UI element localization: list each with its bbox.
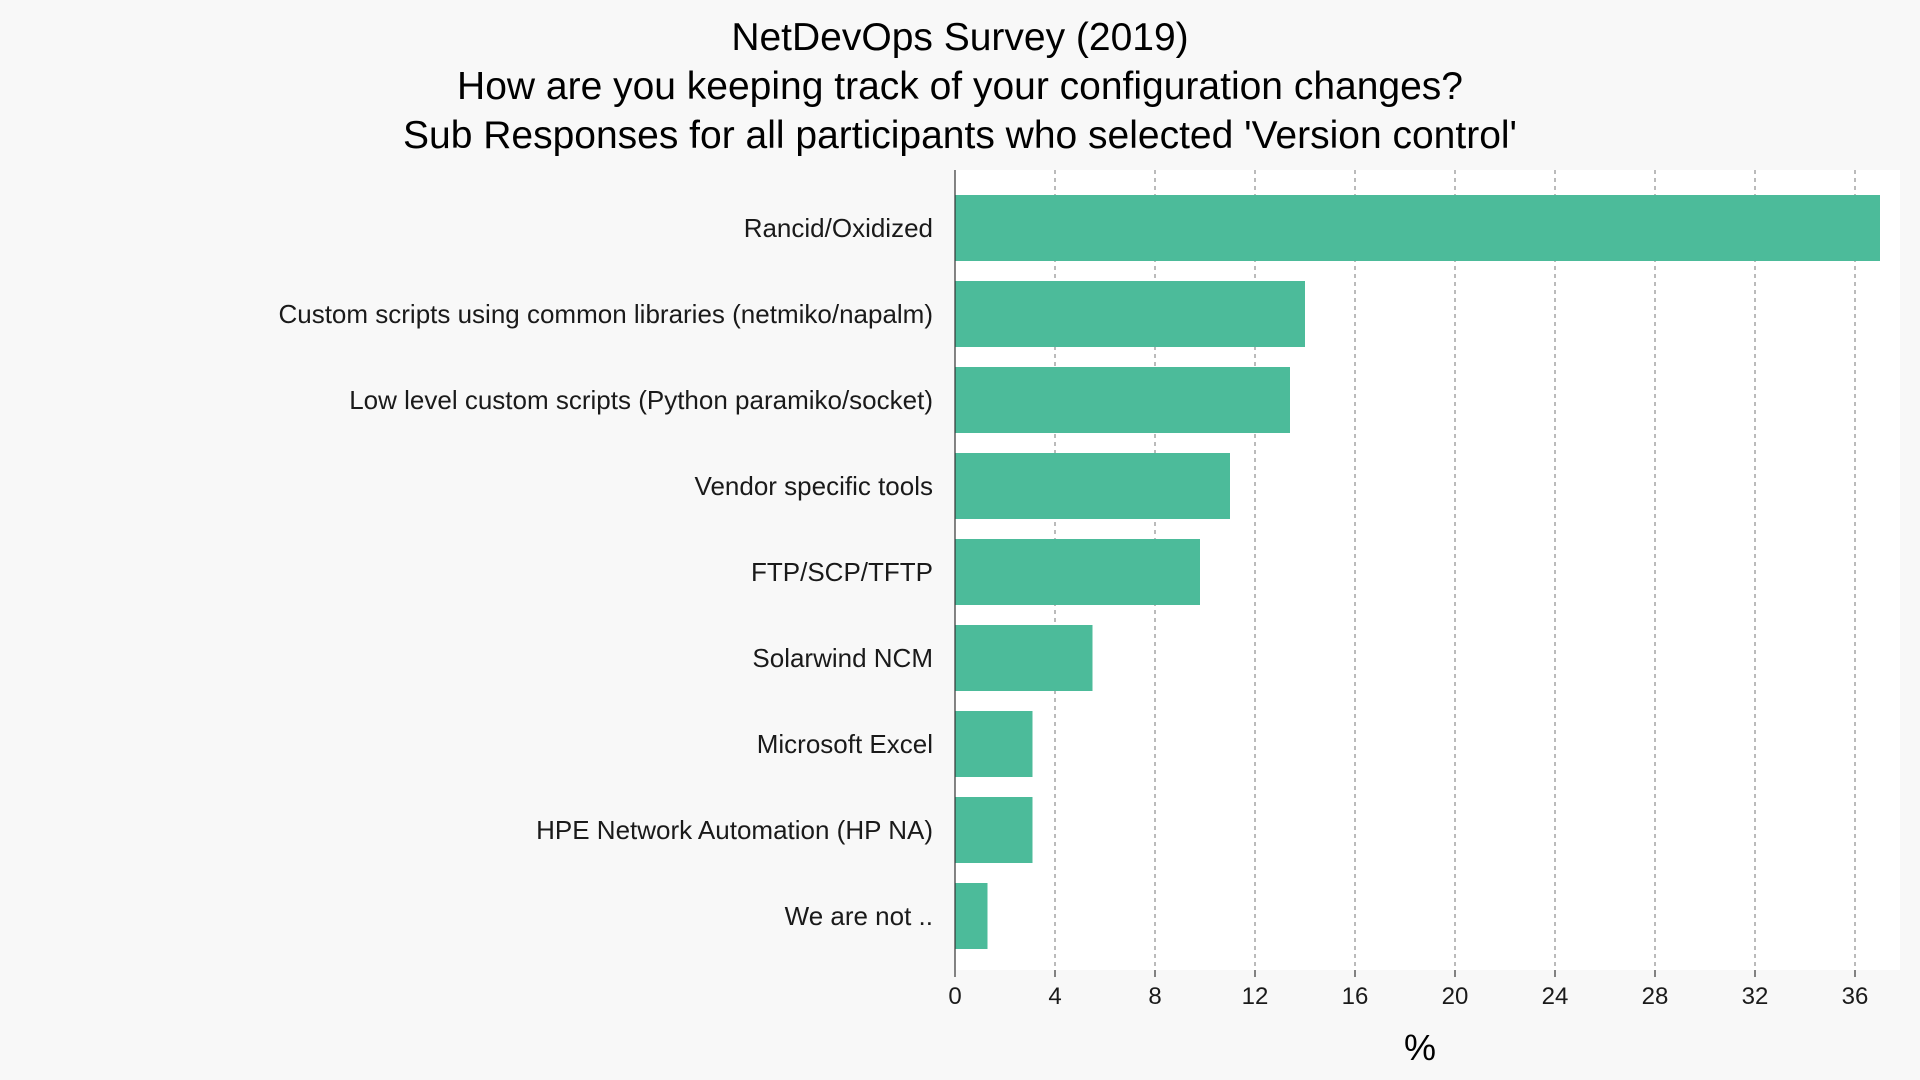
x-tick-label: 28 [1642,983,1669,1010]
x-tick-label: 36 [1842,983,1869,1010]
x-tick-label: 8 [1148,983,1161,1010]
bar [955,625,1093,691]
title-line-2: How are you keeping track of your config… [457,65,1463,108]
bar [955,539,1200,605]
title-line-1: NetDevOps Survey (2019) [731,16,1188,59]
bar [955,883,988,949]
category-labels: Rancid/Oxidized Custom scripts using comm… [278,213,933,931]
category-label: Custom scripts using common libraries (n… [278,299,933,329]
x-tick-label: 16 [1342,983,1369,1010]
x-tick-label: 20 [1442,983,1469,1010]
x-axis-ticks: 0 4 8 12 16 20 24 28 32 36 [948,970,1868,1010]
category-label: Microsoft Excel [757,729,933,759]
x-tick-label: 24 [1542,983,1569,1010]
category-label: We are not .. [785,901,933,931]
bar [955,453,1230,519]
x-tick-label: 12 [1242,983,1269,1010]
x-tick-label: 4 [1048,983,1061,1010]
x-tick-label: 0 [948,983,961,1010]
category-label: Rancid/Oxidized [744,213,933,243]
category-label: FTP/SCP/TFTP [751,557,933,587]
x-tick-label: 32 [1742,983,1769,1010]
bars [955,195,1880,949]
category-label: Solarwind NCM [752,643,933,673]
category-label: Low level custom scripts (Python paramik… [349,385,933,415]
category-label: Vendor specific tools [695,471,933,501]
x-axis-label: % [1404,1027,1436,1068]
bar [955,367,1290,433]
bar [955,195,1880,261]
bar [955,797,1033,863]
title-line-3: Sub Responses for all participants who s… [403,114,1517,157]
bar [955,711,1033,777]
category-label: HPE Network Automation (HP NA) [536,815,933,845]
chart-title: NetDevOps Survey (2019) How are you keep… [403,16,1517,157]
bar [955,281,1305,347]
